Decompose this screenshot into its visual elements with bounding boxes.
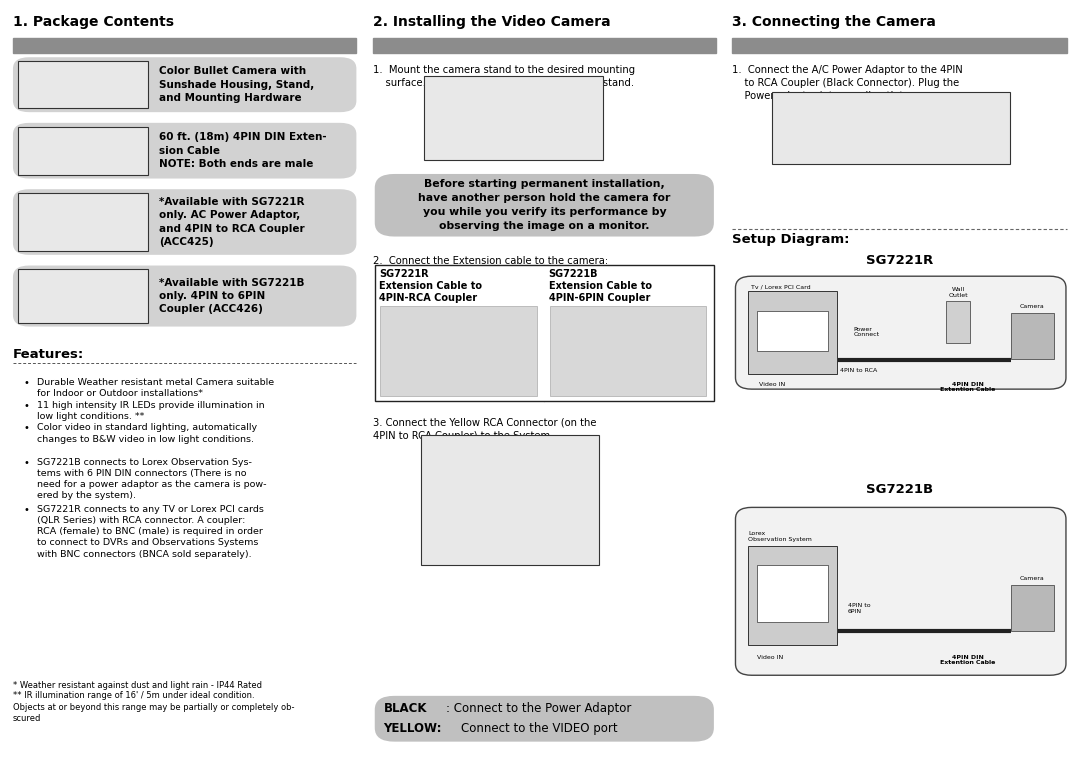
Text: •: •: [24, 401, 29, 411]
Text: : Connect to the Power Adaptor: : Connect to the Power Adaptor: [446, 702, 632, 716]
Text: 4PIN DIN
Extention Cable: 4PIN DIN Extention Cable: [940, 655, 996, 665]
Bar: [772, 92, 1010, 164]
FancyBboxPatch shape: [13, 123, 356, 179]
Text: Before starting permanent installation,
have another person hold the camera for
: Before starting permanent installation, …: [418, 179, 671, 231]
Text: •: •: [24, 505, 29, 515]
Text: 1.  Connect the A/C Power Adaptor to the 4PIN
    to RCA Coupler (Black Connecto: 1. Connect the A/C Power Adaptor to the …: [732, 65, 963, 101]
Text: YELLOW:: YELLOW:: [383, 722, 442, 736]
Bar: [13, 38, 356, 53]
Text: SG7221R: SG7221R: [866, 254, 933, 267]
Bar: [1011, 313, 1054, 359]
Text: SG7221B connects to Lorex Observation Sys-
tems with 6 PIN DIN connectors (There: SG7221B connects to Lorex Observation Sy…: [37, 458, 267, 500]
Text: 2.  Connect the Extension cable to the camera:: 2. Connect the Extension cable to the ca…: [373, 256, 608, 266]
FancyBboxPatch shape: [375, 696, 714, 742]
Text: 1. Package Contents: 1. Package Contents: [13, 15, 174, 29]
Text: •: •: [24, 378, 29, 388]
Text: Color Bullet Camera with
Sunshade Housing, Stand,
and Mounting Hardware: Color Bullet Camera with Sunshade Housin…: [159, 66, 314, 103]
Text: 3. Connecting the Camera: 3. Connecting the Camera: [732, 15, 936, 29]
Text: •: •: [24, 458, 29, 468]
FancyBboxPatch shape: [13, 57, 356, 112]
Bar: [18, 193, 148, 251]
Text: Lorex
Observation System: Lorex Observation System: [748, 531, 812, 542]
Text: 3. Connect the Yellow RCA Connector (on the
4PIN to RCA Coupler) to the System.: 3. Connect the Yellow RCA Connector (on …: [373, 417, 596, 440]
Bar: [748, 546, 837, 645]
Text: 2. Installing the Video Camera: 2. Installing the Video Camera: [373, 15, 610, 29]
Text: SG7221B: SG7221B: [866, 483, 933, 496]
Text: ** IR illumination range of 16' / 5m under ideal condition.: ** IR illumination range of 16' / 5m und…: [13, 691, 255, 700]
FancyBboxPatch shape: [735, 276, 1066, 389]
Bar: [946, 301, 970, 343]
Bar: [732, 38, 1067, 53]
Text: Camera: Camera: [1021, 576, 1044, 581]
Text: SG7221R connects to any TV or Lorex PCI cards
(QLR Series) with RCA connector. A: SG7221R connects to any TV or Lorex PCI …: [37, 505, 264, 559]
Bar: [18, 269, 148, 323]
Text: 11 high intensity IR LEDs provide illumination in
low light conditions. **: 11 high intensity IR LEDs provide illumi…: [37, 401, 265, 421]
Bar: [18, 61, 148, 108]
Bar: [1011, 585, 1054, 631]
Text: 60 ft. (18m) 4PIN DIN Exten-
sion Cable
NOTE: Both ends are male: 60 ft. (18m) 4PIN DIN Exten- sion Cable …: [159, 133, 326, 169]
Text: Tv / Lorex PCI Card: Tv / Lorex PCI Card: [751, 284, 810, 289]
Text: Objects at or beyond this range may be partially or completely ob-
scured: Objects at or beyond this range may be p…: [13, 703, 295, 723]
Text: Wall
Outlet: Wall Outlet: [948, 287, 968, 298]
Bar: [375, 265, 714, 401]
Text: Features:: Features:: [13, 348, 84, 361]
Text: SG7221B
Extension Cable to
4PIN-6PIN Coupler: SG7221B Extension Cable to 4PIN-6PIN Cou…: [549, 269, 651, 304]
Bar: [757, 311, 828, 351]
Bar: [550, 306, 706, 396]
Text: Camera: Camera: [1021, 304, 1044, 309]
Text: Setup Diagram:: Setup Diagram:: [732, 233, 850, 246]
Text: Connect to the VIDEO port: Connect to the VIDEO port: [461, 722, 618, 736]
FancyBboxPatch shape: [735, 507, 1066, 675]
Bar: [373, 38, 716, 53]
FancyBboxPatch shape: [13, 189, 356, 255]
Bar: [424, 76, 603, 160]
Text: 1.  Mount the camera stand to the desired mounting
    surface. Attach the camer: 1. Mount the camera stand to the desired…: [373, 65, 635, 88]
Text: *Available with SG7221B
only. 4PIN to 6PIN
Coupler (ACC426): *Available with SG7221B only. 4PIN to 6P…: [159, 278, 305, 314]
Text: SG7221R
Extension Cable to
4PIN-RCA Coupler: SG7221R Extension Cable to 4PIN-RCA Coup…: [379, 269, 482, 304]
Bar: [757, 565, 828, 622]
Text: Video IN: Video IN: [759, 382, 785, 387]
FancyBboxPatch shape: [13, 266, 356, 327]
Bar: [18, 127, 148, 175]
Text: 4PIN to
6PIN: 4PIN to 6PIN: [848, 603, 870, 613]
Text: Video IN: Video IN: [757, 655, 783, 660]
Bar: [421, 435, 599, 565]
Bar: [748, 291, 837, 374]
Bar: [380, 306, 537, 396]
Text: •: •: [24, 423, 29, 433]
Text: Color video in standard lighting, automatically
changes to B&W video in low ligh: Color video in standard lighting, automa…: [37, 423, 257, 443]
Text: * Weather resistant against dust and light rain - IP44 Rated: * Weather resistant against dust and lig…: [13, 681, 262, 690]
Text: Durable Weather resistant metal Camera suitable
for Indoor or Outdoor installati: Durable Weather resistant metal Camera s…: [37, 378, 274, 398]
Text: 4PIN DIN
Extention Cable: 4PIN DIN Extention Cable: [940, 382, 996, 392]
FancyBboxPatch shape: [375, 174, 714, 237]
Text: Power
Connect: Power Connect: [853, 327, 879, 337]
Text: BLACK: BLACK: [383, 702, 427, 716]
Text: 4PIN to RCA: 4PIN to RCA: [840, 368, 877, 373]
Text: *Available with SG7221R
only. AC Power Adaptor,
and 4PIN to RCA Coupler
(ACC425): *Available with SG7221R only. AC Power A…: [159, 197, 305, 247]
